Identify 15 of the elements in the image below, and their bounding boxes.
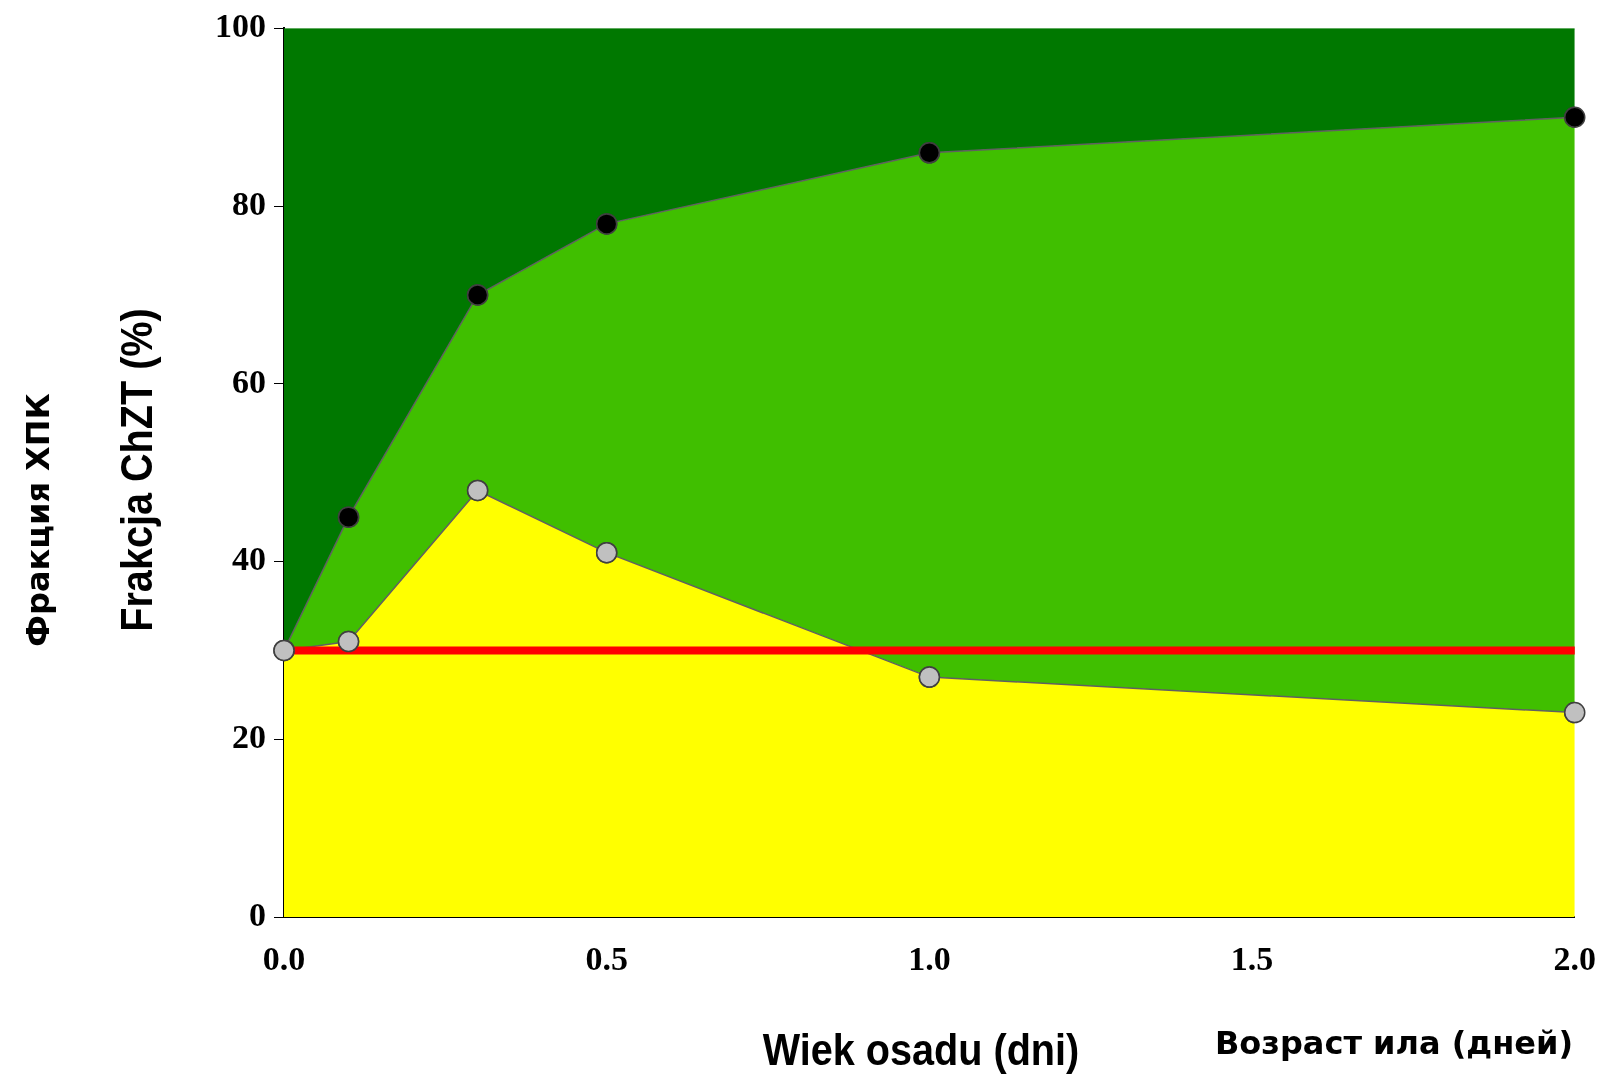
y-tick-label: 40 xyxy=(232,540,266,578)
text: Фракция ХПК xyxy=(19,393,57,647)
x-tick-label: 1.0 xyxy=(908,940,951,978)
x-tick-label: 2.0 xyxy=(1553,940,1596,978)
y-tick-label: 0 xyxy=(249,895,266,933)
x-axis-title: Wiek osadu (dni) xyxy=(762,1025,1080,1075)
y-tick-label: 100 xyxy=(215,7,266,45)
y-tick-label: 80 xyxy=(232,184,266,222)
text: Возраст ила (дней) xyxy=(1214,1024,1574,1062)
x-tick-label: 1.5 xyxy=(1230,940,1274,978)
y-tick-label: 20 xyxy=(232,718,266,756)
y-tick-label: 60 xyxy=(232,362,266,400)
y-axis-title: Frakcja ChZT (%) xyxy=(112,308,162,632)
x-tick-label: 0.0 xyxy=(262,940,306,978)
x-tick-label: 0.5 xyxy=(585,940,628,978)
